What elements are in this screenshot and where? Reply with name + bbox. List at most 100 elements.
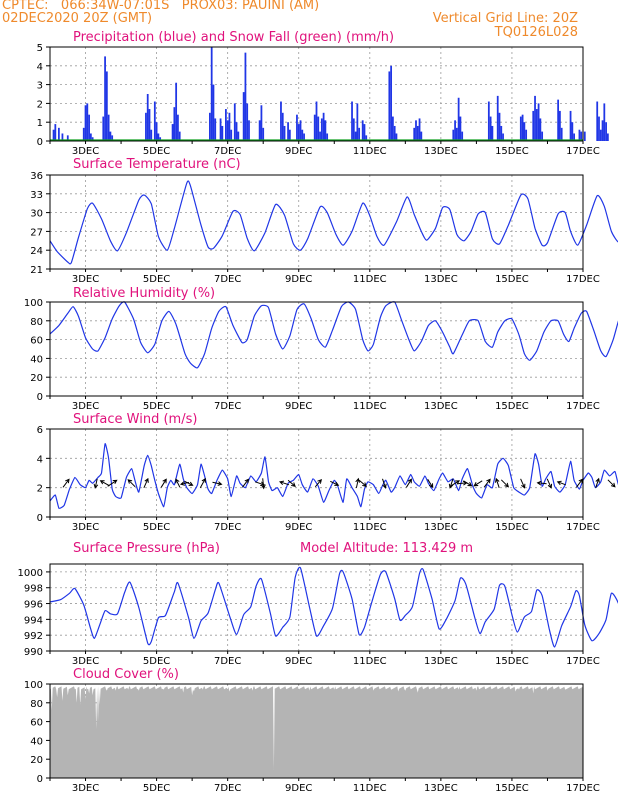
y-tick-label: 0 [37, 392, 43, 403]
wind-vector-arrow [536, 480, 547, 486]
precip-bar [571, 122, 574, 141]
precip-bar [262, 127, 265, 141]
wind-vector-arrow [495, 477, 500, 488]
x-tick-label: 5DEC [143, 274, 170, 285]
panel-title: Surface Temperature (nC) [73, 157, 241, 172]
precip-bar [66, 135, 69, 141]
wind-vector-arrow [242, 478, 250, 488]
precip-bar [155, 122, 158, 141]
precip-bar [226, 120, 229, 141]
panel-frame [49, 301, 584, 397]
y-tick-label: 0 [37, 774, 43, 785]
precip-bar [283, 125, 286, 141]
wind-vector-arrow [160, 478, 167, 488]
x-tick-label: 9DEC [285, 656, 312, 667]
precip-bar [299, 120, 302, 141]
x-tick-label: 9DEC [285, 522, 312, 533]
x-tick-label: 15DEC [495, 401, 529, 412]
wind-vector-arrow [500, 479, 510, 488]
precip-bar [317, 116, 320, 141]
precip-bar [596, 101, 599, 141]
precip-bar [523, 122, 526, 141]
x-tick-label: 13DEC [424, 783, 458, 794]
x-tick-label: 11DEC [353, 274, 387, 285]
panel-title: Relative Humidity (%) [73, 286, 215, 301]
precip-bar [601, 120, 604, 141]
wind-vector-arrow [405, 478, 412, 488]
x-tick-label: 7DEC [214, 401, 241, 412]
precip-bar [296, 114, 298, 141]
precip-bar [392, 116, 394, 141]
precip-bar [461, 131, 464, 141]
panel-5: Cloud Cover (%) 0 20 40 60 80 100 3DEC 5DEC 7DEC 9… [24, 667, 600, 794]
wind-vector-arrow [473, 480, 483, 487]
y-tick-label: 27 [30, 227, 43, 238]
precip-bar [280, 101, 282, 141]
wind-vector-arrow [127, 479, 136, 488]
panel-2: Relative Humidity (%) 0 20 40 60 80 100 3DEC 5DE… [24, 286, 618, 412]
precip-bar [416, 125, 419, 141]
precip-bar [356, 103, 359, 141]
precip-bar [557, 99, 560, 141]
precip-bar [354, 131, 357, 141]
y-tick-label: 4 [37, 454, 43, 465]
y-tick-label: 100 [24, 680, 43, 691]
precip-bar [569, 110, 572, 141]
precip-bar [361, 120, 364, 141]
y-tick-label: 6 [37, 425, 43, 436]
x-tick-label: 11DEC [353, 401, 387, 412]
precip-bar [303, 133, 305, 141]
wind-vector-arrow [260, 478, 266, 490]
x-tick-label: 5DEC [143, 656, 170, 667]
x-tick-label: 7DEC [214, 656, 241, 667]
wind-vector-arrow [279, 480, 290, 486]
precip-bar [145, 112, 147, 141]
x-tick-label: 13DEC [424, 146, 458, 157]
y-tick-label: 40 [30, 354, 43, 365]
precip-bar [235, 122, 238, 141]
x-tick-label: 17DEC [566, 146, 600, 157]
precip-bar [171, 124, 174, 141]
precip-bar [498, 112, 501, 141]
wind-vector-arrow [556, 480, 566, 486]
precip-bar [301, 129, 304, 141]
wind-vector-arrow [483, 478, 491, 488]
precip-bar [297, 124, 300, 141]
wind-vector-arrow [355, 477, 360, 488]
y-tick-label: 4 [37, 62, 43, 73]
y-tick-label: 0 [37, 513, 43, 524]
x-tick-label: 15DEC [495, 274, 529, 285]
x-tick-label: 7DEC [214, 522, 241, 533]
x-tick-label: 7DEC [214, 274, 241, 285]
x-tick-label: 13DEC [424, 401, 458, 412]
precip-bar [105, 71, 108, 141]
precip-bar [535, 109, 538, 141]
precip-bar [534, 95, 536, 141]
precip-bar [491, 125, 494, 141]
precip-bar [393, 125, 396, 141]
precip-bar [415, 120, 417, 141]
x-tick-label: 11DEC [353, 783, 387, 794]
wind-vector-arrow [595, 477, 600, 488]
precip-bar [358, 127, 361, 141]
y-tick-label: 1000 [18, 568, 43, 579]
x-tick-label: 9DEC [285, 146, 312, 157]
wind-vector-arrow [463, 480, 473, 487]
precip-bar [89, 133, 92, 141]
precip-bar [365, 135, 368, 141]
precip-bar [363, 124, 366, 141]
precip-bar [578, 129, 581, 141]
precip-bar [84, 105, 87, 141]
precip-bar [177, 114, 179, 141]
y-tick-label: 2 [37, 484, 43, 495]
x-tick-label: 11DEC [353, 146, 387, 157]
wind-vector-arrow [450, 480, 460, 487]
precip-bar [324, 120, 327, 141]
series-line [49, 443, 618, 509]
panel-frame [49, 46, 584, 142]
y-tick-label: 20 [30, 373, 43, 384]
precip-bar [322, 112, 325, 141]
precip-bar [500, 125, 503, 141]
precip-bar [487, 101, 490, 141]
